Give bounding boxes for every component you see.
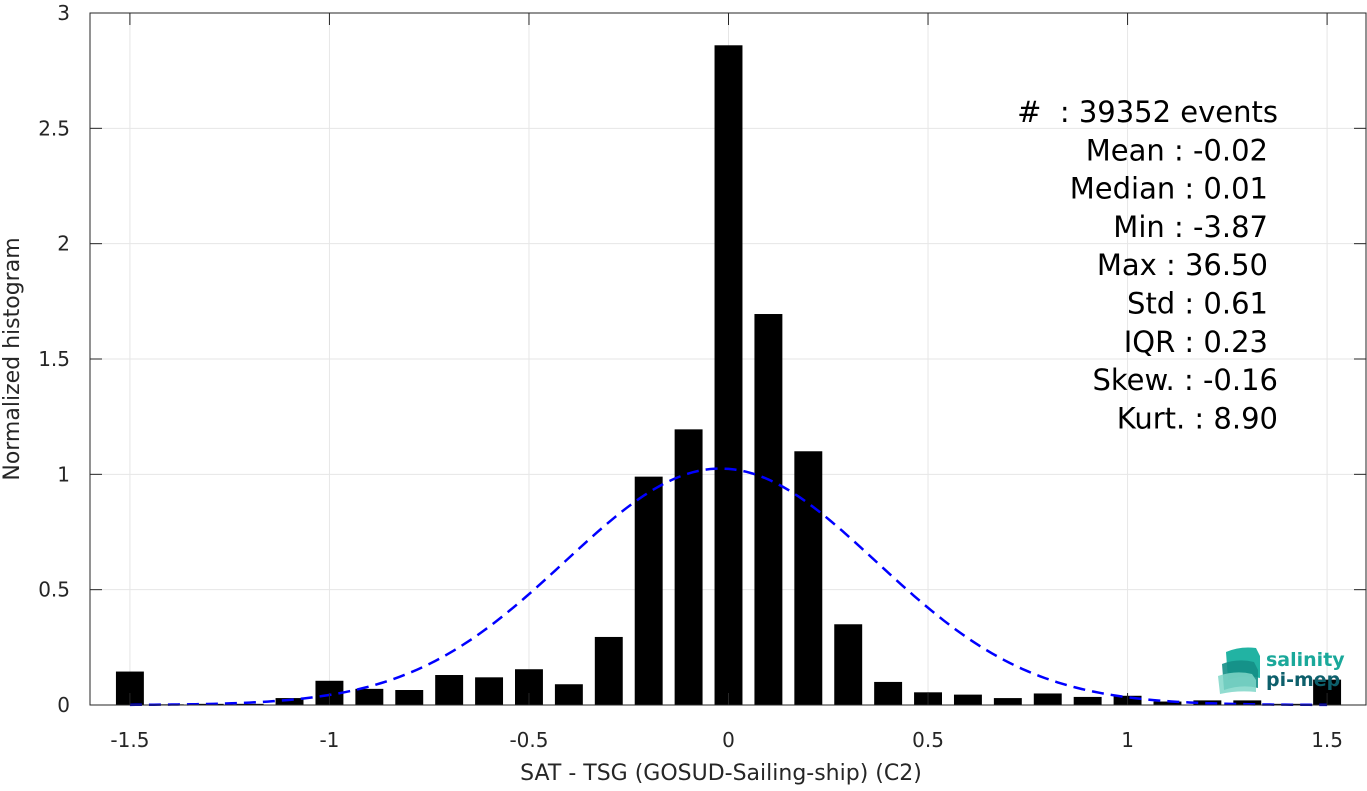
- stat-line-2: Median : 0.01: [1070, 172, 1268, 206]
- y-tick-label-1: 0.5: [38, 578, 70, 602]
- y-tick-labels: 0 0.5 1 1.5 2 2.5 3: [38, 1, 70, 717]
- histogram-bar-28: [1233, 700, 1262, 705]
- histogram-bar-8: [435, 675, 464, 705]
- statistics-box: # : 39352 events Mean : -0.02 Median : 0.0…: [1017, 95, 1278, 435]
- wave-logo-icon: [1218, 647, 1260, 694]
- y-axis-title: Normalized histogram: [0, 237, 25, 480]
- x-tick-label-4: 0.5: [912, 728, 944, 752]
- histogram-bar-18: [834, 624, 863, 705]
- histogram-bars: [115, 45, 1342, 705]
- stat-line-3: Min : -3.87: [1113, 210, 1268, 244]
- salinity-pi-mep-logo: salinity pi-mep: [1218, 647, 1345, 694]
- x-tick-label-3: 0: [722, 728, 735, 752]
- histogram-bar-26: [1153, 701, 1182, 705]
- histogram-bar-19: [874, 681, 903, 705]
- stat-line-4: Max : 36.50: [1097, 248, 1268, 282]
- histogram-bar-22: [993, 698, 1022, 705]
- histogram-bar-3: [235, 703, 264, 705]
- histogram-bar-15: [714, 45, 743, 705]
- y-tick-label-2: 1: [57, 462, 70, 486]
- y-tick-label-4: 2: [57, 232, 70, 256]
- histogram-bar-17: [794, 451, 823, 705]
- histogram-bar-14: [674, 429, 703, 705]
- axes: [89, 12, 1367, 706]
- stat-line-6: IQR : 0.23: [1124, 325, 1268, 359]
- y-tick-label-0: 0: [57, 693, 70, 717]
- stat-line-0: # : 39352 events: [1017, 95, 1278, 129]
- y-tick-label-3: 1.5: [38, 347, 70, 371]
- y-tick-label-6: 3: [57, 1, 70, 25]
- histogram-bar-11: [554, 684, 583, 705]
- histogram-bar-12: [594, 636, 623, 705]
- stat-line-1: Mean : -0.02: [1086, 133, 1268, 167]
- logo-line2: pi-mep: [1266, 669, 1340, 691]
- stat-line-7: Skew. : -0.16: [1092, 363, 1278, 397]
- x-tick-label-6: 1.5: [1311, 728, 1343, 752]
- x-axis-title: SAT - TSG (GOSUD-Sailing-ship) (C2): [520, 761, 922, 786]
- histogram-bar-9: [475, 677, 504, 705]
- stat-line-8: Kurt. : 8.90: [1117, 401, 1278, 435]
- histogram-bar-16: [754, 314, 783, 705]
- histogram-bar-24: [1073, 696, 1102, 705]
- x-tick-label-5: 1: [1121, 728, 1134, 752]
- x-tick-label-2: -0.5: [509, 728, 548, 752]
- histogram-bar-4: [275, 698, 304, 705]
- stat-line-5: Std : 0.61: [1127, 287, 1268, 321]
- logo-line1: salinity: [1266, 649, 1345, 671]
- y-tick-label-5: 2.5: [38, 116, 70, 140]
- histogram-bar-7: [395, 690, 424, 705]
- histogram-bar-13: [634, 476, 663, 705]
- histogram-bar-23: [1033, 693, 1062, 705]
- x-tick-labels: -1.5 -1 -0.5 0 0.5 1 1.5: [110, 728, 1343, 752]
- histogram-bar-21: [953, 694, 982, 705]
- x-tick-label-0: -1.5: [110, 728, 149, 752]
- histogram-bar-6: [355, 688, 384, 705]
- x-tick-label-1: -1: [319, 728, 339, 752]
